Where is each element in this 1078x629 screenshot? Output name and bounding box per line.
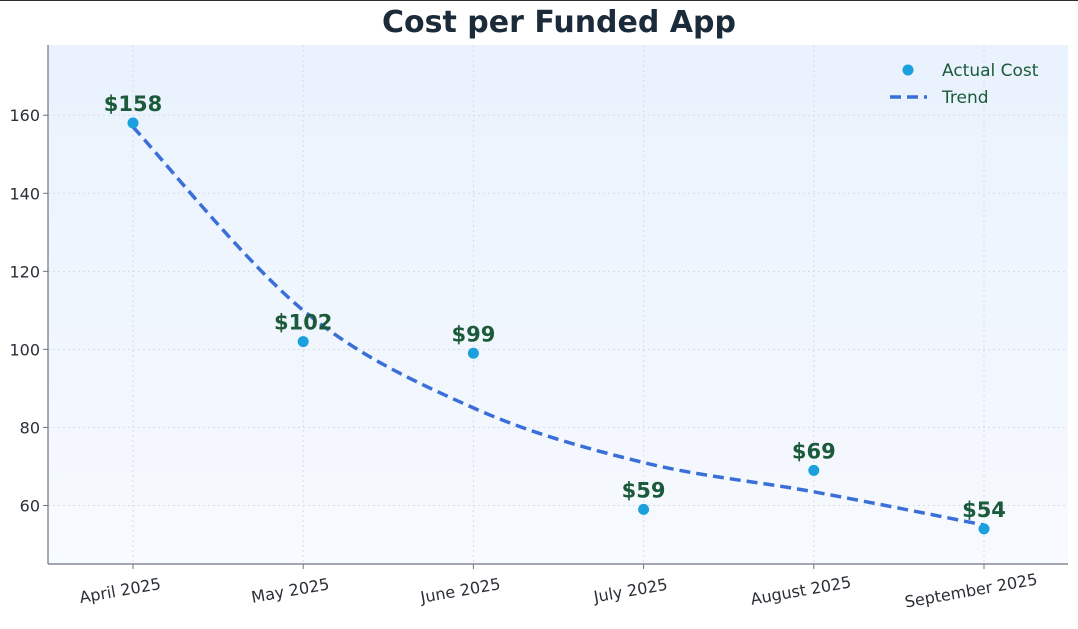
x-tick-label: August 2025 [749, 572, 853, 608]
data-label: $54 [962, 498, 1006, 522]
x-tick-label: June 2025 [418, 574, 502, 607]
y-tick-label: 140 [9, 184, 40, 203]
data-label: $102 [274, 311, 332, 335]
data-point [808, 464, 820, 476]
y-tick-label: 120 [9, 262, 40, 281]
data-label: $59 [622, 478, 666, 502]
x-tick-label: September 2025 [903, 570, 1039, 612]
data-label: $158 [104, 92, 162, 116]
legend-label-actual-cost: Actual Cost [942, 61, 1039, 81]
grid-lines [48, 45, 1068, 564]
y-axis-ticks: 60 80 100 120 140 160 [9, 106, 48, 515]
x-tick-label: July 2025 [591, 575, 669, 607]
x-axis-ticks: April 2025 May 2025 June 2025 July 2025 Augu… [78, 564, 1039, 612]
data-point [297, 336, 309, 348]
axes [47, 45, 1068, 565]
data-labels: $158 $102 $99 $59 $69 $54 [104, 92, 1006, 522]
data-label: $69 [792, 439, 836, 463]
y-tick-label: 80 [20, 418, 40, 437]
y-tick-label: 60 [20, 496, 40, 515]
chart-title: Cost per Funded App [382, 5, 736, 40]
legend: Actual Cost Trend [890, 61, 1039, 108]
y-tick-label: 160 [9, 106, 40, 125]
actual-cost-series [127, 117, 990, 535]
trend-line [131, 125, 985, 527]
x-tick-label: May 2025 [250, 574, 331, 606]
data-point [127, 117, 139, 129]
trend-series [131, 125, 985, 527]
x-tick-label: April 2025 [78, 574, 162, 607]
plot-background [48, 45, 1068, 564]
data-point [638, 503, 650, 515]
data-point [467, 347, 479, 359]
data-point [978, 523, 990, 535]
y-tick-label: 100 [9, 340, 40, 359]
data-label: $99 [451, 322, 495, 346]
legend-marker-actual-cost [902, 64, 914, 76]
legend-label-trend: Trend [941, 88, 989, 108]
